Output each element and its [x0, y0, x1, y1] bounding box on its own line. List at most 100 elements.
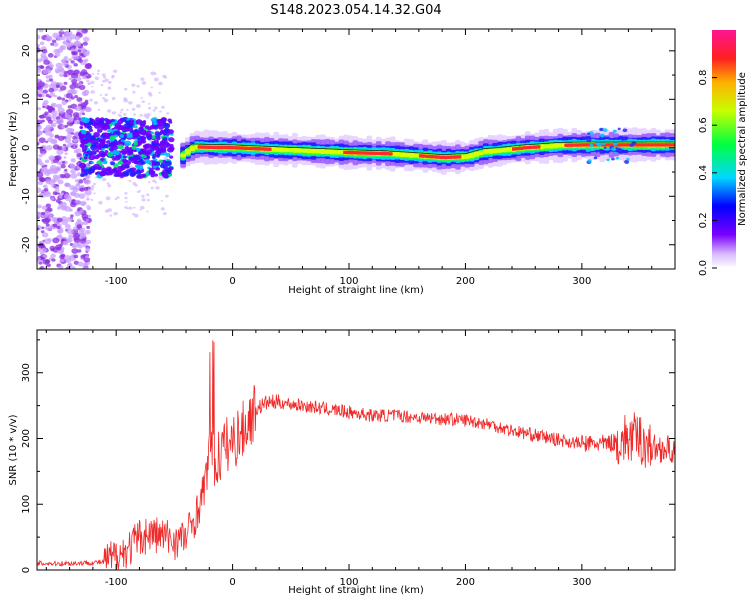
noise-speckle: [86, 74, 89, 76]
noise-speckle: [67, 131, 71, 135]
spectral-peak: [648, 143, 653, 147]
spectral-peak: [620, 143, 625, 147]
noise-speckle: [49, 196, 55, 201]
energy-blob: [144, 143, 152, 149]
spectral-band: [496, 148, 503, 153]
noise-speckle: [107, 86, 112, 90]
noise-speckle: [64, 168, 68, 172]
noise-speckle: [128, 206, 133, 210]
noise-speckle: [76, 224, 82, 229]
noise-speckle: [113, 211, 118, 216]
noise-speckle: [69, 84, 76, 90]
spectral-peak: [532, 145, 537, 149]
noise-speckle: [41, 190, 45, 193]
noise-speckle: [41, 232, 49, 238]
energy-blob: [90, 161, 94, 164]
spectral-band: [487, 148, 494, 154]
spectral-peak: [432, 155, 437, 159]
noise-speckle: [59, 254, 66, 260]
noise-speckle: [69, 142, 74, 146]
noise-speckle: [85, 218, 89, 222]
energy-blob: [90, 144, 98, 151]
spectral-band: [413, 153, 419, 158]
noise-speckle: [127, 100, 133, 105]
noise-speckle: [136, 190, 141, 194]
noise-speckle: [80, 232, 85, 237]
spectral-peak: [574, 143, 579, 147]
noise-speckle: [60, 35, 66, 41]
spectral-peak: [581, 143, 586, 147]
noise-speckle: [92, 182, 97, 186]
spectrogram-x-label: Height of straight line (km): [288, 285, 424, 296]
noise-speckle: [101, 73, 106, 77]
energy-blob: [131, 167, 137, 172]
spectral-peak: [367, 151, 372, 155]
spectrogram-frame: [36, 28, 676, 270]
noise-speckle: [57, 179, 64, 185]
spectral-peak: [457, 155, 462, 159]
energy-blob: [168, 137, 175, 143]
noise-speckle: [103, 98, 109, 103]
spectral-peak: [418, 154, 423, 158]
noise-speckle: [40, 162, 45, 167]
noise-speckle: [125, 200, 128, 203]
noise-speckle: [128, 179, 132, 183]
energy-blob: [629, 143, 634, 147]
noise-speckle: [124, 196, 128, 200]
noise-speckle: [70, 158, 76, 163]
snr-y-label: SNR (10 * v/v): [8, 414, 19, 485]
noise-speckle: [166, 112, 170, 115]
spectral-band: [319, 148, 326, 154]
noise-speckle: [57, 161, 62, 166]
noise-speckle: [70, 265, 76, 269]
energy-blob: [614, 151, 617, 154]
noise-speckle: [64, 124, 69, 128]
noise-speckle: [131, 107, 136, 111]
noise-speckle: [59, 29, 64, 33]
energy-blob: [153, 139, 159, 145]
spectral-peak: [346, 150, 351, 155]
energy-blob: [128, 119, 135, 124]
snr-panel: -100 0 100 200 300 0 100 200 300 Height of stra…: [8, 329, 676, 596]
spectral-band: [482, 149, 489, 155]
noise-speckle: [75, 183, 81, 188]
energy-blob: [99, 171, 106, 177]
noise-speckle: [123, 112, 127, 116]
energy-blob: [115, 130, 121, 136]
noise-speckle: [37, 93, 43, 98]
noise-speckle: [146, 198, 150, 202]
energy-blob: [110, 161, 116, 166]
noise-speckle: [60, 164, 66, 169]
noise-speckle: [70, 60, 75, 64]
energy-blob: [165, 175, 169, 179]
spectral-peak: [381, 151, 386, 156]
noise-speckle: [87, 197, 90, 200]
spectral-peak: [606, 143, 611, 147]
noise-speckle: [87, 82, 91, 85]
colorbar-gradient: [712, 30, 736, 268]
energy-blob: [606, 158, 610, 162]
noise-speckle: [37, 34, 41, 40]
energy-blob: [138, 151, 143, 155]
noise-speckle: [140, 77, 145, 81]
spectral-band: [501, 147, 508, 153]
energy-blob: [611, 157, 615, 161]
spectral-peak: [267, 147, 272, 151]
energy-blob: [117, 161, 122, 165]
spectral-band: [291, 147, 298, 153]
noise-speckle: [135, 104, 141, 109]
energy-blob: [95, 149, 100, 153]
noise-speckle: [42, 105, 46, 109]
noise-speckle: [81, 266, 89, 269]
energy-blob: [615, 156, 619, 160]
noise-speckle: [76, 97, 83, 102]
noise-speckle: [104, 78, 109, 83]
energy-blob: [101, 167, 107, 172]
noise-speckle: [111, 96, 116, 101]
noise-speckle: [94, 76, 100, 81]
noise-speckle: [42, 152, 46, 156]
noise-speckle: [62, 206, 67, 210]
energy-blob: [150, 131, 154, 135]
noise-speckle: [101, 177, 107, 182]
energy-blob: [630, 139, 634, 142]
